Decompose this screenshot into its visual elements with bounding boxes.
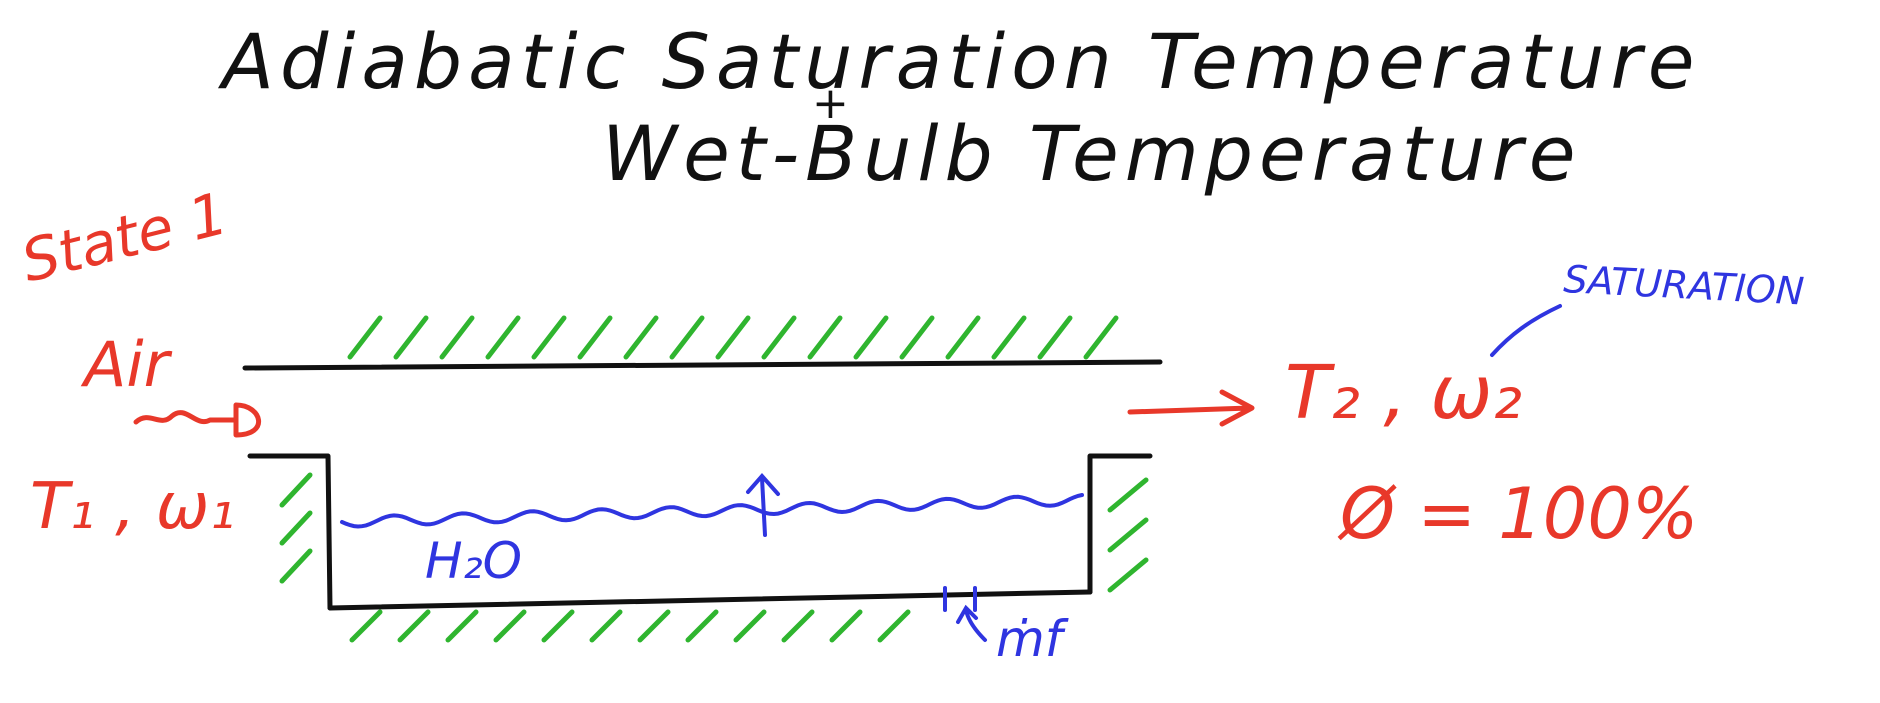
hatch-mark: [991, 315, 1027, 360]
hatch-mark: [1037, 315, 1073, 360]
inlet-state-label: T₁ , ω₁: [30, 470, 235, 544]
saturation-label: SATURATION: [1563, 257, 1806, 314]
hatch-mark: [279, 472, 313, 508]
title-line-1: Adiabatic Saturation Temperature: [217, 17, 1701, 106]
hatch-mark: [439, 315, 475, 360]
state-label: State 1: [15, 179, 234, 296]
title-line-2: Wet-Bulb Temperature: [602, 109, 1582, 198]
hatch-mark: [761, 315, 797, 360]
hatch-mark: [279, 548, 313, 584]
outlet-state-label: T₂ , ω₂: [1285, 350, 1522, 436]
hatch-mark: [669, 315, 705, 360]
hatch-mark: [807, 315, 843, 360]
water-label: H₂O: [425, 532, 522, 590]
duct-bottom-right-wall: [1087, 453, 1153, 595]
evaporation-arrow: [746, 472, 780, 537]
hatch-mark: [397, 609, 431, 643]
saturation-pointer: [1490, 304, 1562, 357]
insulation-hatching: [279, 315, 1149, 643]
hatch-mark: [877, 609, 911, 643]
hatch-mark: [485, 315, 521, 360]
hatch-mark: [1107, 557, 1149, 593]
hatch-mark: [781, 609, 815, 643]
relative-humidity-label: Ø = 100%: [1337, 473, 1698, 555]
hatch-mark: [715, 315, 751, 360]
title-plus: +: [812, 78, 849, 129]
air-label: Air: [80, 328, 173, 401]
hatch-mark: [541, 609, 575, 643]
hatch-mark: [623, 315, 659, 360]
tank-bottom-wall: [327, 589, 1093, 611]
duct-bottom-left-wall: [247, 453, 333, 611]
hatch-mark: [279, 510, 313, 546]
hatch-mark: [445, 609, 479, 643]
hatch-mark: [733, 609, 767, 643]
outlet-flow-arrow: [1127, 389, 1255, 427]
hatch-mark: [637, 609, 671, 643]
hatch-mark: [899, 315, 935, 360]
makeup-water-inlet: [943, 586, 987, 642]
hatch-mark: [589, 609, 623, 643]
hatch-mark: [829, 609, 863, 643]
hatch-mark: [685, 609, 719, 643]
hatch-mark: [853, 315, 889, 360]
hatch-mark: [347, 315, 383, 360]
duct-top-wall: [242, 359, 1163, 371]
hatch-mark: [1107, 477, 1149, 513]
mass-flow-label: ṁf: [996, 610, 1069, 668]
hatch-mark: [1083, 315, 1119, 360]
water-surface: [340, 493, 1084, 529]
hatch-mark: [577, 315, 613, 360]
inlet-flow-arrow: [133, 402, 261, 438]
duct-walls: [242, 359, 1163, 611]
hatch-mark: [493, 609, 527, 643]
hatch-mark: [393, 315, 429, 360]
hatch-mark: [531, 315, 567, 360]
hatch-mark: [945, 315, 981, 360]
hatch-mark: [1107, 517, 1149, 553]
hatch-mark: [349, 609, 383, 643]
